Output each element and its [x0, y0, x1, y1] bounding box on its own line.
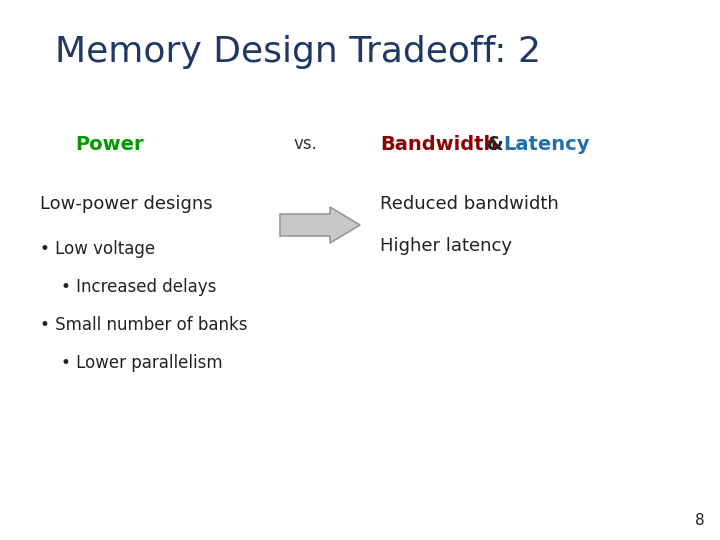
Text: • Low voltage: • Low voltage	[40, 240, 155, 258]
FancyArrow shape	[280, 207, 360, 243]
Text: &: &	[480, 135, 510, 154]
Text: vs.: vs.	[293, 135, 317, 153]
Text: Latency: Latency	[503, 135, 590, 154]
Text: • Increased delays: • Increased delays	[40, 278, 217, 296]
Text: Memory Design Tradeoff: 2: Memory Design Tradeoff: 2	[55, 35, 541, 69]
Text: Low-power designs: Low-power designs	[40, 195, 212, 213]
Text: Power: Power	[76, 135, 144, 154]
Text: • Small number of banks: • Small number of banks	[40, 316, 248, 334]
Text: Higher latency: Higher latency	[380, 237, 512, 255]
Text: Bandwidth: Bandwidth	[380, 135, 498, 154]
Text: • Lower parallelism: • Lower parallelism	[40, 354, 222, 372]
Text: Reduced bandwidth: Reduced bandwidth	[380, 195, 559, 213]
Text: 8: 8	[696, 513, 705, 528]
